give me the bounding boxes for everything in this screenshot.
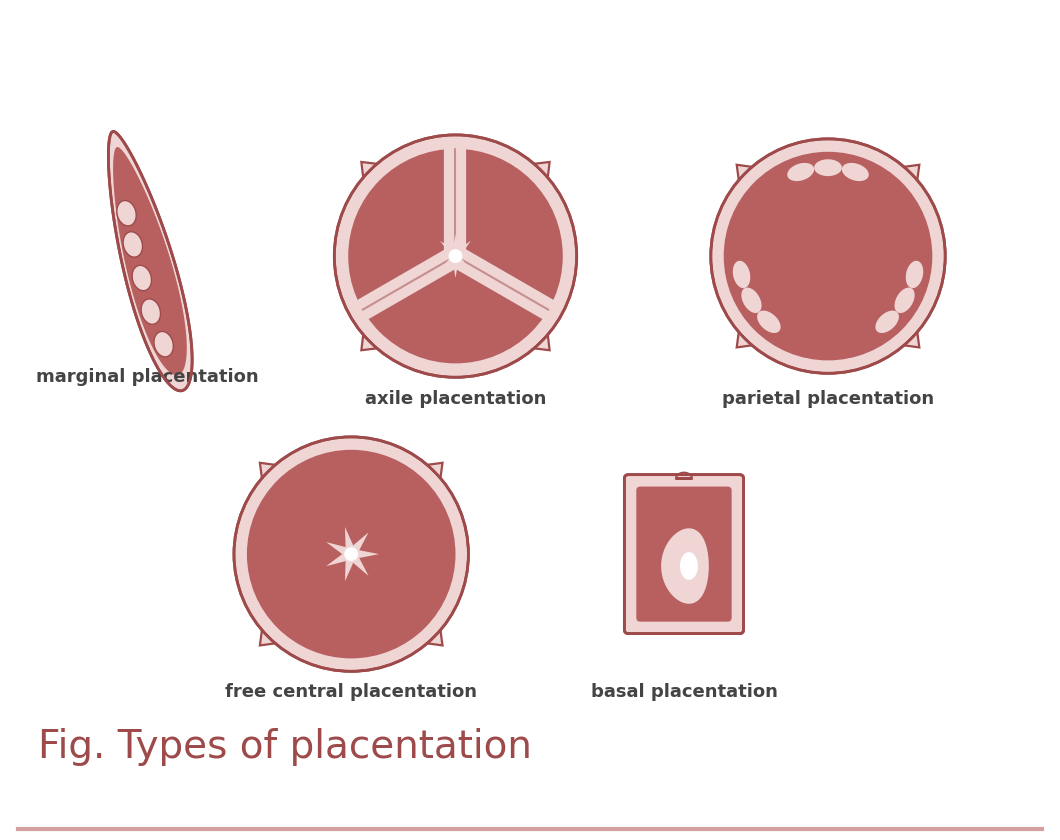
- Polygon shape: [132, 265, 152, 291]
- Polygon shape: [757, 311, 780, 333]
- Text: basal placentation: basal placentation: [590, 683, 777, 701]
- Circle shape: [448, 249, 462, 263]
- Circle shape: [247, 449, 456, 659]
- Polygon shape: [154, 332, 174, 357]
- Polygon shape: [681, 552, 697, 580]
- Polygon shape: [876, 311, 899, 333]
- Circle shape: [724, 152, 933, 360]
- FancyBboxPatch shape: [636, 486, 731, 622]
- FancyBboxPatch shape: [624, 475, 743, 633]
- Polygon shape: [123, 232, 142, 257]
- Polygon shape: [260, 463, 276, 478]
- Polygon shape: [141, 299, 160, 324]
- Text: free central placentation: free central placentation: [225, 683, 477, 701]
- Text: Fig. Types of placentation: Fig. Types of placentation: [38, 728, 532, 766]
- Polygon shape: [361, 162, 377, 177]
- Polygon shape: [737, 332, 752, 348]
- Circle shape: [753, 181, 903, 331]
- Circle shape: [450, 251, 460, 261]
- Polygon shape: [427, 630, 442, 645]
- Polygon shape: [842, 163, 869, 181]
- Polygon shape: [895, 287, 915, 313]
- Polygon shape: [361, 334, 377, 350]
- Polygon shape: [534, 334, 550, 350]
- Polygon shape: [905, 260, 923, 288]
- Text: parietal placentation: parietal placentation: [722, 391, 934, 408]
- Text: axile placentation: axile placentation: [365, 391, 546, 408]
- Polygon shape: [904, 332, 919, 348]
- Polygon shape: [732, 260, 750, 288]
- Polygon shape: [534, 162, 550, 177]
- Polygon shape: [260, 630, 276, 645]
- Text: marginal placentation: marginal placentation: [36, 369, 259, 386]
- Circle shape: [711, 139, 946, 373]
- Polygon shape: [661, 528, 709, 604]
- Polygon shape: [788, 163, 814, 181]
- Circle shape: [344, 547, 358, 561]
- Polygon shape: [741, 287, 761, 313]
- Polygon shape: [117, 201, 136, 226]
- Polygon shape: [108, 132, 192, 391]
- Polygon shape: [434, 234, 477, 278]
- Polygon shape: [427, 463, 442, 478]
- Circle shape: [344, 548, 357, 560]
- Polygon shape: [113, 147, 187, 375]
- Polygon shape: [814, 160, 842, 176]
- Circle shape: [234, 437, 469, 671]
- Polygon shape: [904, 165, 919, 180]
- Polygon shape: [737, 165, 752, 180]
- Circle shape: [349, 149, 563, 364]
- Polygon shape: [676, 473, 692, 479]
- Circle shape: [334, 135, 577, 377]
- Polygon shape: [326, 527, 379, 581]
